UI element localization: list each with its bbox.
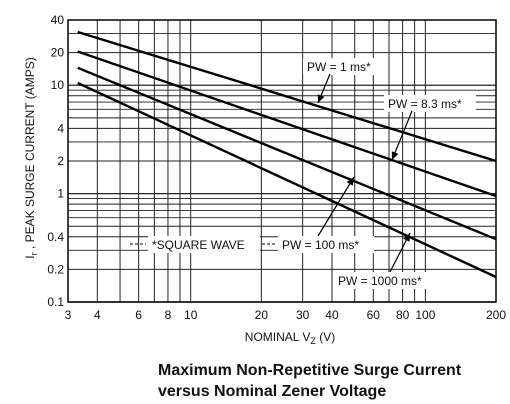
annotation-background — [303, 58, 387, 75]
caption-line-2: versus Nominal Zener Voltage — [158, 383, 387, 400]
grid-lines — [67, 19, 497, 303]
series-line-2 — [77, 50, 497, 198]
x-tick-labels: 3 4 6 8 10 20 30 40 60 80 100 200 — [65, 308, 507, 322]
y-axis-label: Ir , PEAK SURGE CURRENT (AMPS) — [23, 57, 39, 258]
leader-arrowhead — [391, 151, 399, 160]
chart-caption: Maximum Non-Repetitive Surge Current ver… — [158, 360, 461, 402]
y-tick-label: 1 — [57, 187, 64, 201]
y-tick-label: 0.4 — [47, 230, 64, 244]
x-tick-label: 3 — [65, 308, 72, 322]
x-tick-label: 8 — [165, 308, 172, 322]
y-tick-label: 0.1 — [47, 295, 64, 309]
caption-line-1: Maximum Non-Repetitive Surge Current — [158, 362, 462, 379]
series-label-2: PW = 8.3 ms* — [388, 97, 462, 111]
x-tick-label: 80 — [396, 308, 410, 322]
series-line-1 — [77, 30, 497, 163]
y-tick-label: 0.2 — [47, 262, 64, 276]
annotations: PW = 1 ms* PW = 8.3 ms* PW = 100 ms* PW = 1… — [130, 58, 476, 289]
y-tick-labels: 0.1 0.2 0.4 1 2 4 10 20 40 — [47, 13, 64, 309]
annotation-background — [148, 236, 260, 253]
series-line-3 — [77, 66, 497, 241]
leader-line — [317, 176, 355, 237]
series-line-4 — [77, 81, 497, 279]
y-tick-label: 4 — [57, 121, 64, 135]
leader-arrowhead — [403, 233, 410, 242]
x-tick-label: 200 — [486, 308, 506, 322]
annotation-background — [334, 272, 438, 289]
annotation-background — [278, 236, 374, 253]
x-tick-label: 100 — [415, 308, 435, 322]
y-tick-label: 10 — [51, 78, 65, 92]
square-wave-note: *SQUARE WAVE — [152, 238, 245, 252]
x-tick-label: 10 — [184, 308, 198, 322]
series-lines — [77, 30, 497, 279]
x-axis-label: NOMINAL VZ (V) — [245, 330, 335, 346]
series-label-3: PW = 100 ms* — [282, 238, 359, 252]
y-tick-label: 20 — [51, 46, 65, 60]
x-tick-label: 40 — [325, 308, 339, 322]
series-label-1: PW = 1 ms* — [307, 60, 371, 74]
annotation-background — [384, 95, 476, 112]
x-tick-label: 6 — [135, 308, 142, 322]
y-tick-label: 40 — [51, 13, 65, 27]
series-label-4: PW = 1000 ms* — [338, 274, 422, 288]
x-tick-label: 4 — [94, 308, 101, 322]
leader-arrowhead — [317, 94, 325, 103]
y-tick-label: 2 — [57, 154, 64, 168]
x-tick-label: 20 — [255, 308, 269, 322]
x-tick-label: 30 — [296, 308, 310, 322]
leader-arrowhead — [346, 177, 354, 186]
leader-line — [391, 110, 413, 161]
x-tick-label: 60 — [367, 308, 381, 322]
